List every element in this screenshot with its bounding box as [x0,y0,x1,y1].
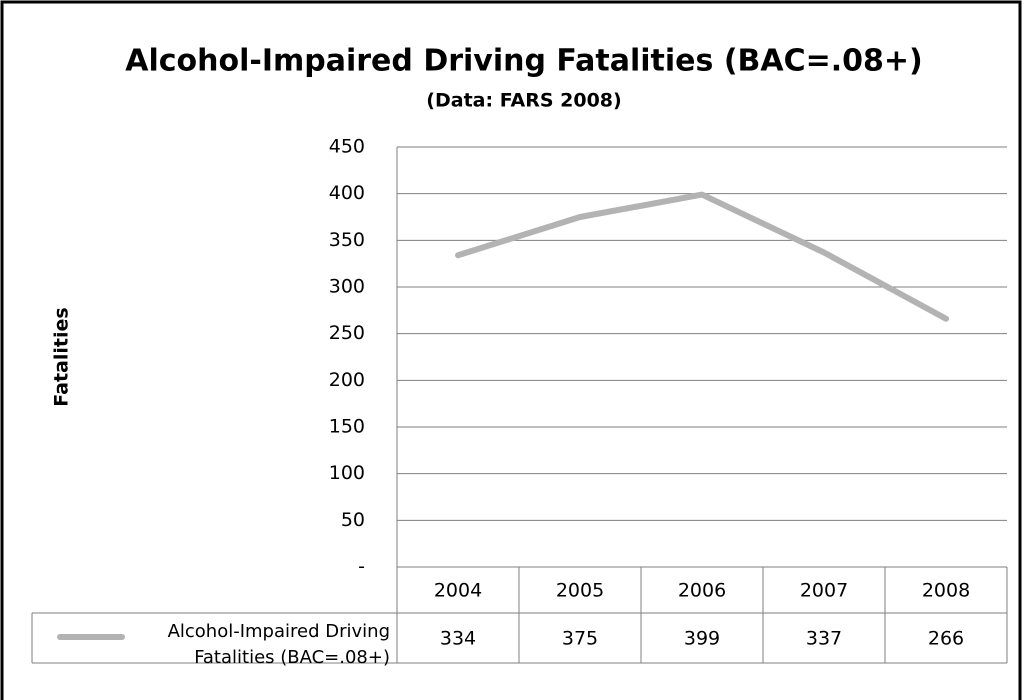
x-tick-label: 2007 [800,580,848,602]
table-value: 375 [562,628,598,650]
y-tick-label: 300 [329,276,365,298]
y-tick-label: 100 [329,462,365,484]
x-tick-label: 2004 [434,580,482,602]
table-value: 337 [806,628,842,650]
y-tick-label: 50 [341,509,365,531]
x-tick-label: 2005 [556,580,604,602]
y-tick-label: 150 [329,416,365,438]
legend-label: Alcohol-Impaired Driving Fatalities (BAC… [167,621,390,668]
data-line [455,191,949,322]
y-tick-label: 400 [329,182,365,204]
x-tick-label: 2006 [678,580,726,602]
y-axis-title: Fatalities [51,307,73,406]
y-tick-label: 450 [329,136,365,158]
chart-subtitle: (Data: FARS 2008) [426,90,621,112]
table-value: 399 [684,628,720,650]
chart-title: Alcohol-Impaired Driving Fatalities (BAC… [125,44,923,79]
y-tick-label: - [358,556,365,578]
y-tick-label: 200 [329,369,365,391]
y-tick-label: 350 [329,229,365,251]
table-value: 334 [440,628,476,650]
table-value: 266 [928,628,964,650]
y-tick-label: 250 [329,322,365,344]
x-tick-label: 2008 [922,580,970,602]
